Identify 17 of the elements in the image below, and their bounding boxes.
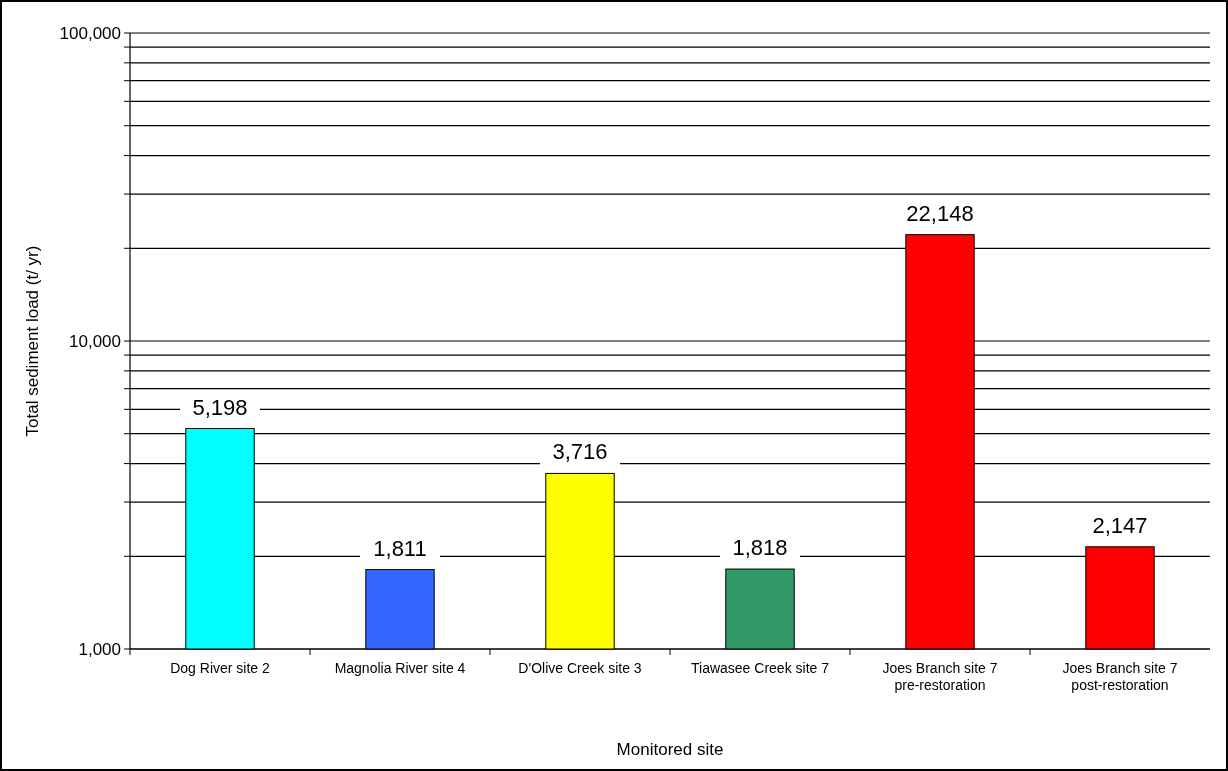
data-label: 1,811 xyxy=(373,535,427,561)
data-label: 5,198 xyxy=(192,394,248,420)
data-label: 3,716 xyxy=(552,439,608,465)
x-tick-label: Magnolia River site 4 xyxy=(334,660,466,676)
x-tick-label: Joes Branch site 7 post-restoration xyxy=(1062,660,1178,693)
x-tick-label: D'Olive Creek site 3 xyxy=(518,660,642,676)
y-tick-label: 100,000 xyxy=(59,23,121,43)
y-tick-label: 1,000 xyxy=(78,639,121,659)
x-tick-label: Tiawasee Creek site 7 xyxy=(691,660,830,676)
data-label: 1,818 xyxy=(732,535,788,561)
y-axis-title: Total sediment load (t/ yr) xyxy=(23,245,42,437)
y-tick-label: 10,000 xyxy=(69,331,121,351)
data-label: 22,148 xyxy=(906,200,974,226)
x-tick-label: Dog River site 2 xyxy=(170,660,271,676)
x-axis-title: Monitored site xyxy=(616,740,724,759)
data-label: 2,147 xyxy=(1092,512,1148,538)
x-tick-label: Joes Branch site 7 pre-restoration xyxy=(882,660,998,693)
